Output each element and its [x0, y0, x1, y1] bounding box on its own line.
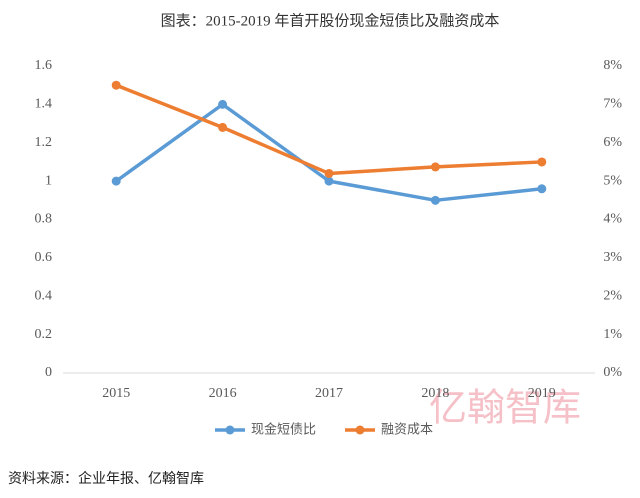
- point: [324, 176, 334, 186]
- x-tick-label: 2019: [528, 386, 556, 401]
- y2-tick-label: 1%: [603, 327, 622, 342]
- y-tick-label: 1.4: [35, 97, 53, 112]
- point: [324, 168, 334, 178]
- y-tick-label: 0.4: [35, 288, 53, 303]
- legend-marker: [355, 425, 365, 435]
- point: [218, 99, 228, 109]
- legend-label: 现金短债比: [251, 422, 316, 438]
- y-tick-label: 1.2: [35, 135, 53, 150]
- y-tick-label: 0.6: [35, 250, 53, 265]
- point: [430, 195, 440, 205]
- y2-tick-label: 0%: [603, 365, 622, 380]
- y-tick-label: 1.6: [35, 58, 53, 73]
- x-tick-label: 2015: [102, 386, 130, 401]
- point: [218, 122, 228, 132]
- series-line: [115, 102, 542, 203]
- y2-tick-label: 6%: [603, 135, 622, 150]
- point: [111, 176, 121, 186]
- y2-tick-label: 8%: [603, 58, 622, 73]
- y2-tick-label: 7%: [603, 97, 622, 112]
- y-tick-label: 1: [45, 173, 52, 188]
- y-tick-label: 0: [45, 365, 52, 380]
- y2-tick-label: 4%: [603, 212, 622, 227]
- chart-title: 图表：2015-2019 年首开股份现金短债比及融资成本: [161, 12, 500, 29]
- source: 资料来源：企业年报、亿翰智库: [8, 470, 204, 487]
- point: [537, 184, 547, 194]
- point: [111, 80, 121, 90]
- y2-tick-label: 5%: [603, 173, 622, 188]
- y-tick-label: 0.2: [35, 327, 53, 342]
- x-tick-label: 2017: [315, 386, 343, 401]
- watermark: 亿翰智库: [429, 386, 581, 430]
- point: [430, 162, 440, 172]
- x-tick-label: 2018: [421, 386, 449, 401]
- legend-marker: [225, 425, 235, 435]
- point: [537, 157, 547, 167]
- y-tick-label: 0.8: [35, 212, 53, 227]
- y2-tick-label: 2%: [603, 288, 622, 303]
- series-line: [115, 83, 542, 176]
- legend-label: 融资成本: [381, 423, 433, 438]
- x-tick-label: 2016: [209, 386, 237, 401]
- y2-tick-label: 3%: [603, 250, 622, 265]
